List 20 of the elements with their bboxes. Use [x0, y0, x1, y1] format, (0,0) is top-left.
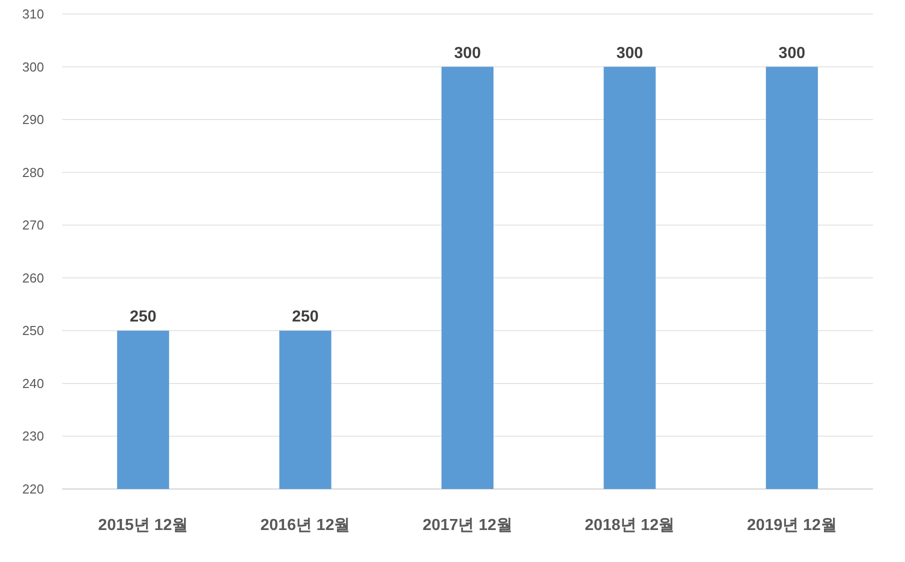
y-tick-label: 240 [22, 376, 44, 391]
y-tick-label: 220 [22, 482, 44, 496]
y-tick-label: 260 [22, 270, 44, 286]
data-label: 250 [130, 308, 157, 326]
data-label: 300 [778, 44, 806, 62]
data-label: 250 [292, 308, 319, 326]
x-tick-label: 2018년 12월 [584, 517, 675, 534]
y-tick-label: 280 [22, 164, 44, 180]
x-tick-label: 2016년 12월 [260, 517, 350, 534]
data-label: 300 [616, 44, 644, 62]
y-tick-label: 300 [22, 59, 44, 74]
data-label: 300 [454, 44, 481, 62]
y-tick-label: 250 [22, 323, 44, 338]
y-tick-label: 310 [22, 6, 44, 22]
x-tick-label: 2017년 12월 [422, 517, 512, 534]
y-tick-label: 230 [22, 428, 44, 444]
x-tick-label: 2015년 12월 [98, 517, 188, 534]
y-tick-label: 270 [22, 218, 44, 233]
x-tick-label: 2019년 12월 [746, 517, 837, 534]
y-tick-label: 290 [22, 112, 44, 128]
